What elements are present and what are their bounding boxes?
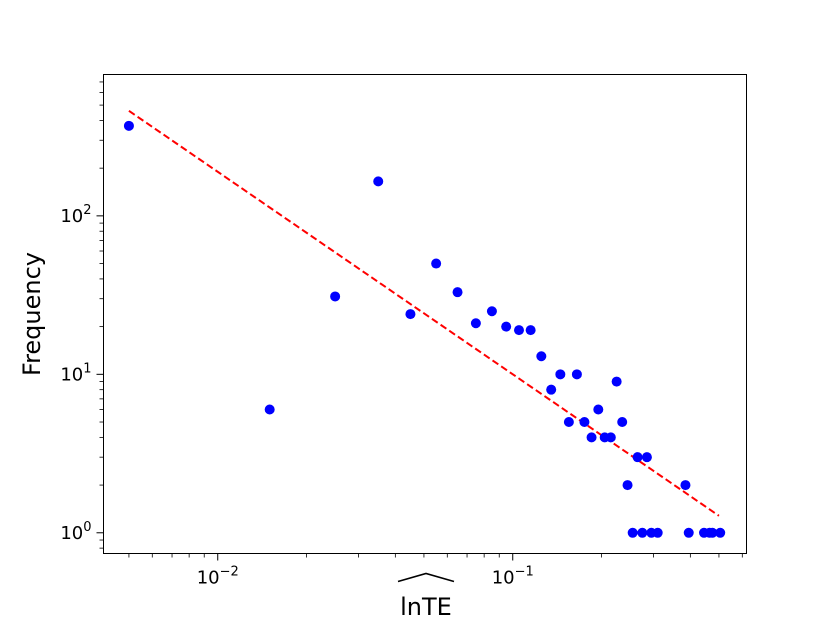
data-point <box>571 369 582 380</box>
data-point <box>593 404 604 415</box>
data-point <box>501 321 512 332</box>
data-point <box>486 306 497 317</box>
data-point <box>652 527 663 538</box>
x-tick-label: 10−2 <box>197 565 239 589</box>
data-point <box>555 369 566 380</box>
y-tick-label: 100 <box>60 520 91 544</box>
data-point <box>683 527 694 538</box>
data-point <box>330 291 341 302</box>
data-point <box>536 351 547 362</box>
data-point <box>617 417 628 428</box>
data-point <box>611 376 622 387</box>
data-point <box>715 527 726 538</box>
x-axis-ticks: 10−2 10−1 <box>128 553 743 589</box>
x-axis-title-hat-icon <box>397 572 455 583</box>
y-axis-ticks: 100 101 102 <box>60 81 104 549</box>
y-axis-title: Frequency <box>18 252 46 376</box>
data-point <box>605 432 616 443</box>
data-point <box>632 452 643 463</box>
x-axis-title: lnTE <box>400 593 452 621</box>
data-point <box>586 432 597 443</box>
data-point <box>373 176 384 187</box>
data-point <box>513 325 524 336</box>
data-point <box>546 384 557 395</box>
data-point <box>123 120 134 131</box>
data-point <box>622 480 633 491</box>
data-point <box>627 527 638 538</box>
fit-line <box>128 110 720 517</box>
data-point <box>641 452 652 463</box>
scatter-points-layer <box>123 120 726 538</box>
data-point <box>707 527 718 538</box>
data-point <box>563 417 574 428</box>
data-point <box>470 318 481 329</box>
data-point <box>525 325 536 336</box>
data-point <box>579 417 590 428</box>
data-point <box>431 258 442 269</box>
fit-line-layer <box>128 110 720 517</box>
y-tick-label: 101 <box>60 361 91 385</box>
data-point <box>680 480 691 491</box>
data-point <box>637 527 648 538</box>
x-tick-label: 10−1 <box>492 565 534 589</box>
plot-frame <box>103 74 747 554</box>
y-tick-label: 102 <box>60 203 91 227</box>
data-point <box>452 287 463 298</box>
data-point <box>405 309 416 320</box>
data-point <box>264 404 275 415</box>
